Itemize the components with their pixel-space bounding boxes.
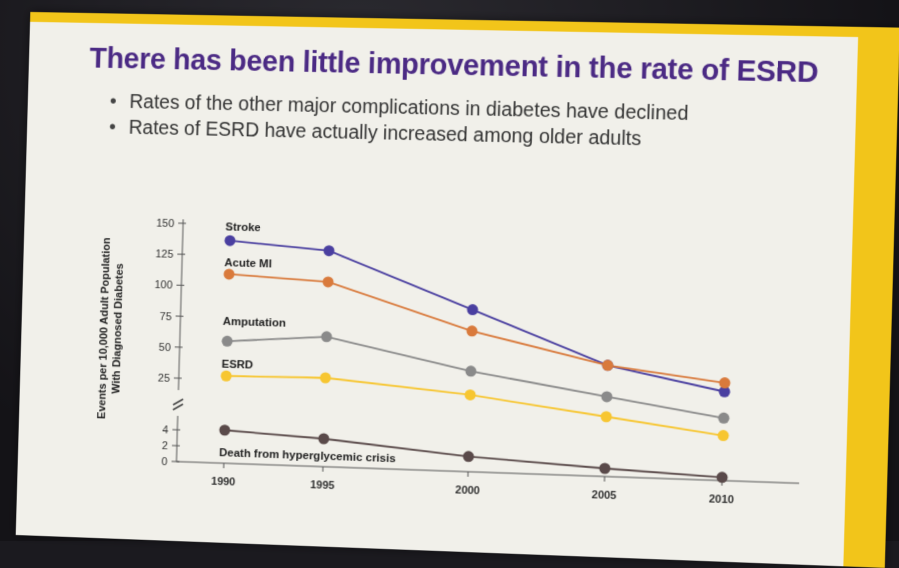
data-point: [321, 331, 332, 342]
series-label: Amputation: [223, 316, 287, 330]
data-point: [717, 430, 729, 442]
y-axis-label-line2: With Diagnosed Diabetes: [110, 263, 125, 394]
series-line: [226, 274, 727, 383]
y-tick-label: 50: [159, 342, 171, 354]
data-point: [601, 411, 612, 422]
slide-title: There has been little improvement in the…: [89, 43, 854, 91]
series-label: Death from hyperglycemic crisis: [219, 447, 396, 465]
data-point: [323, 245, 334, 256]
data-point: [465, 365, 476, 376]
y-tick-label: 2: [162, 440, 168, 452]
data-point: [601, 391, 612, 402]
y-tick-label: 125: [155, 249, 173, 261]
y-axis-line-lower: [176, 416, 177, 462]
series-acute-mi: Acute MI: [221, 257, 734, 389]
data-point: [219, 425, 230, 436]
data-point: [716, 472, 728, 484]
y-tick-label: 25: [158, 372, 170, 384]
data-point: [224, 235, 235, 246]
x-tick-label: 2000: [455, 484, 480, 497]
y-tick-label: 0: [161, 456, 167, 468]
data-point: [223, 269, 234, 280]
bullet-list: Rates of the other major complications i…: [128, 89, 688, 153]
x-tick-label: 2005: [591, 489, 616, 502]
data-point: [599, 463, 610, 474]
x-tick-label: 1995: [310, 479, 335, 492]
x-axis-line: [176, 462, 799, 484]
data-point: [602, 360, 613, 371]
x-tick-label: 2010: [709, 493, 734, 506]
x-tick-label: 1990: [211, 476, 235, 489]
data-point: [466, 325, 477, 336]
y-tick-label: 4: [162, 424, 168, 436]
data-point: [320, 372, 331, 383]
chart-container: Events per 10,000 Adult Population With …: [94, 201, 827, 545]
data-point: [318, 433, 329, 444]
y-tick-label: 150: [156, 218, 174, 230]
series-line: [226, 241, 728, 392]
data-point: [467, 304, 478, 315]
series-layer: Stroke Acute MI Amputation ESRD Death from h…: [218, 222, 734, 484]
line-chart: Events per 10,000 Adult Population With …: [94, 201, 827, 545]
data-point: [465, 389, 476, 400]
data-point: [719, 377, 731, 388]
presentation-slide: There has been little improvement in the…: [16, 12, 899, 568]
y-tick-label: 75: [159, 311, 171, 323]
y-tick-label: 100: [154, 279, 172, 292]
series-stroke: Stroke: [221, 222, 735, 398]
series-death-from-hyperglycemic-crisis: Death from hyperglycemic crisis: [218, 425, 728, 484]
y-axis-label: Events per 10,000 Adult Population With …: [96, 237, 127, 419]
data-point: [222, 336, 233, 347]
data-point: [463, 451, 474, 462]
data-point: [718, 412, 730, 424]
series-label: Acute MI: [224, 257, 272, 270]
series-label: ESRD: [221, 359, 253, 372]
data-point: [221, 370, 232, 381]
series-label: Stroke: [225, 222, 261, 235]
data-point: [322, 276, 333, 287]
y-axis-line-upper: [178, 219, 183, 390]
